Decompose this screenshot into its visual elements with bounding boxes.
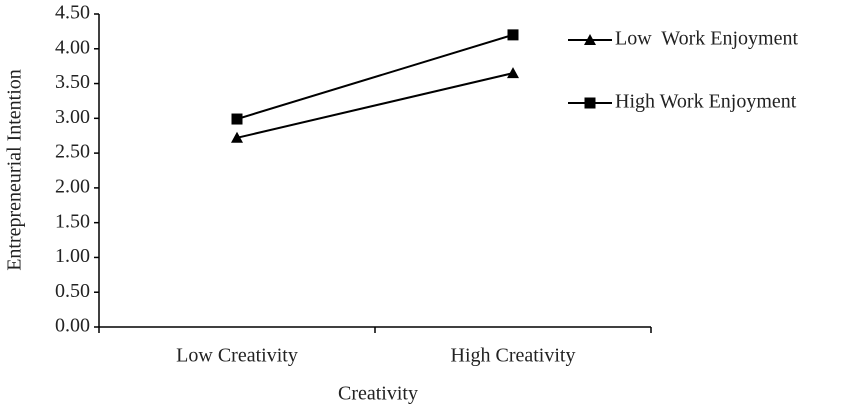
series-line xyxy=(236,72,514,139)
y-tick-label: 1.00 xyxy=(55,245,90,267)
y-tick-label: 4.00 xyxy=(55,36,90,58)
x-tick-label: High Creativity xyxy=(451,345,576,367)
y-tick-label: 2.50 xyxy=(55,141,90,163)
y-tick-label: 0.00 xyxy=(55,315,90,337)
y-tick-label: 2.00 xyxy=(55,175,90,197)
y-tick-label: 4.50 xyxy=(55,2,90,24)
y-axis-label: Entrepreneurial Intention xyxy=(4,69,26,271)
data-point xyxy=(231,113,243,125)
data-point xyxy=(507,29,519,41)
x-tick-label: Low Creativity xyxy=(176,345,298,367)
legend-label: High Work Enjoyment xyxy=(615,91,797,113)
y-tick-label: 0.50 xyxy=(55,280,90,302)
legend-marker xyxy=(584,34,596,45)
legend-marker xyxy=(584,97,596,109)
y-tick-label: 3.50 xyxy=(55,71,90,93)
data-point xyxy=(507,67,519,79)
series-line xyxy=(236,33,514,120)
legend-label: Low Work Enjoyment xyxy=(615,28,798,50)
y-tick-label: 3.00 xyxy=(55,106,90,128)
x-axis-label: Creativity xyxy=(338,383,418,405)
y-tick-label: 1.50 xyxy=(55,210,90,232)
data-point xyxy=(231,131,243,143)
